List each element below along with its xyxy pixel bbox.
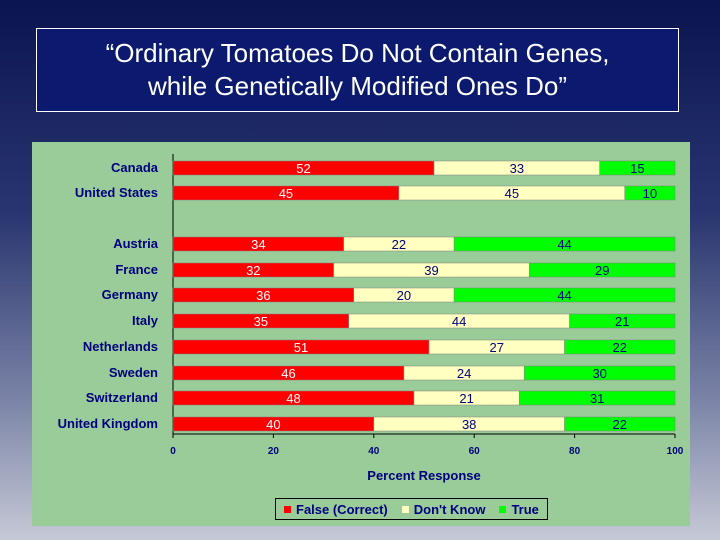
category-label-netherlands: Netherlands — [83, 339, 158, 354]
x-axis-label: Percent Response — [367, 468, 480, 483]
data-label-united-kingdom-don-t-know: 38 — [462, 417, 476, 432]
bar-italy-true — [569, 313, 676, 329]
category-label-united-states: United States — [75, 185, 158, 200]
data-label-netherlands-true: 22 — [613, 340, 627, 355]
chart-panel: 0 20 40 60 80 100 Percent Response Canada 52 33 15… — [32, 142, 690, 526]
category-label-italy: Italy — [132, 313, 159, 328]
data-label-france-don-t-know: 39 — [424, 263, 438, 278]
legend-label-dont-know: Don't Know — [413, 501, 486, 517]
category-label-austria: Austria — [113, 236, 159, 251]
bar-netherlands-true — [564, 339, 676, 355]
data-label-italy-true: 21 — [615, 314, 629, 329]
data-label-united-kingdom-true: 22 — [613, 417, 627, 432]
category-label-sweden: Sweden — [109, 365, 158, 380]
data-label-sweden-don-t-know: 24 — [457, 366, 471, 381]
category-label-canada: Canada — [111, 160, 159, 175]
x-tick-label: 100 — [667, 446, 684, 457]
data-label-sweden-true: 30 — [592, 366, 606, 381]
data-label-canada-don-t-know: 33 — [510, 161, 524, 176]
category-label-france: France — [115, 262, 158, 277]
chart-legend: False (Correct) Don't Know True — [275, 498, 548, 520]
data-label-germany-don-t-know: 20 — [397, 288, 411, 303]
data-label-france-true: 29 — [595, 263, 609, 278]
stacked-bar-chart: 0 20 40 60 80 100 Percent Response Canada 52 33 15… — [58, 154, 684, 483]
title-line-1: “Ordinary Tomatoes Do Not Contain Genes, — [105, 38, 610, 68]
category-label-united-kingdom: United Kingdom — [58, 416, 158, 431]
data-label-switzerland-true: 31 — [590, 391, 604, 406]
bar-sweden-true — [524, 365, 676, 381]
data-label-canada-true: 15 — [630, 161, 644, 176]
legend-item-dont-know: Don't Know — [401, 501, 486, 517]
x-tick-label: 0 — [170, 446, 176, 457]
slide-title: “Ordinary Tomatoes Do Not Contain Genes,… — [36, 28, 679, 112]
data-label-netherlands-false-correct: 51 — [294, 340, 308, 355]
legend-label-false: False (Correct) — [296, 501, 388, 517]
category-label-switzerland: Switzerland — [86, 390, 158, 405]
data-label-united-states-true: 10 — [643, 186, 657, 201]
bar-canada-true — [599, 160, 676, 176]
bar-united-kingdom-true — [564, 416, 676, 432]
data-label-germany-false-correct: 36 — [256, 288, 270, 303]
data-label-united-states-don-t-know: 45 — [505, 186, 519, 201]
data-label-netherlands-don-t-know: 27 — [490, 340, 504, 355]
data-label-switzerland-don-t-know: 21 — [459, 391, 473, 406]
data-label-canada-false-correct: 52 — [296, 161, 310, 176]
data-label-austria-don-t-know: 22 — [392, 237, 406, 252]
bar-france-true — [529, 262, 676, 278]
data-label-france-false-correct: 32 — [246, 263, 260, 278]
data-label-switzerland-false-correct: 48 — [286, 391, 300, 406]
x-tick-label: 60 — [469, 446, 481, 457]
data-label-austria-true: 44 — [557, 237, 571, 252]
title-line-2: while Genetically Modified Ones Do” — [147, 71, 568, 101]
bar-germany-true — [453, 287, 676, 303]
x-tick-label: 20 — [268, 446, 280, 457]
category-label-germany: Germany — [102, 287, 159, 302]
x-tick-label: 80 — [569, 446, 581, 457]
legend-item-true: True — [499, 501, 539, 517]
x-tick-label: 40 — [368, 446, 380, 457]
data-label-italy-don-t-know: 44 — [452, 314, 466, 329]
data-label-united-kingdom-false-correct: 40 — [266, 417, 280, 432]
legend-swatch-false — [284, 505, 291, 513]
data-label-germany-true: 44 — [557, 288, 571, 303]
legend-label-true: True — [511, 501, 539, 517]
bar-austria-true — [453, 236, 676, 252]
data-label-italy-false-correct: 35 — [254, 314, 268, 329]
data-label-austria-false-correct: 34 — [251, 237, 265, 252]
bar-united-states-true — [624, 185, 676, 201]
legend-item-false: False (Correct) — [284, 502, 388, 517]
data-label-sweden-false-correct: 46 — [281, 366, 295, 381]
legend-swatch-true — [499, 505, 507, 513]
data-label-united-states-false-correct: 45 — [279, 186, 293, 201]
legend-swatch-dont-know — [401, 505, 409, 513]
bar-switzerland-true — [519, 390, 676, 406]
